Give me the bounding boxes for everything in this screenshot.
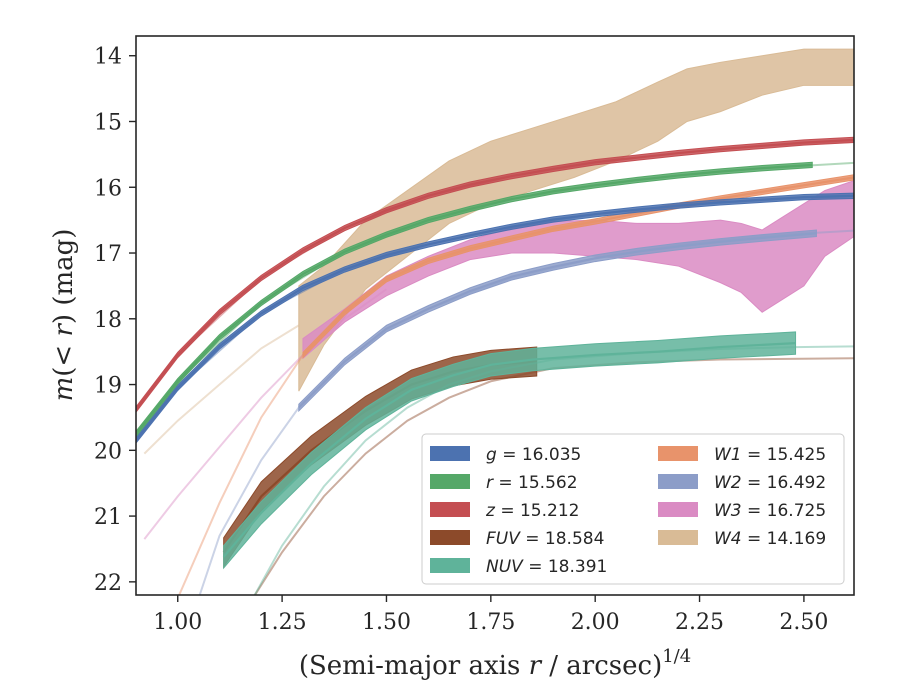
legend-swatch: [658, 530, 698, 545]
x-tick-label: 1.50: [362, 610, 411, 635]
profile-line-g: [136, 194, 854, 442]
profile-line-r: [136, 163, 813, 435]
y-tick-label: 22: [94, 571, 122, 596]
model-curve-w4: [143, 324, 300, 455]
y-axis-label: m(< r) (mag): [49, 229, 79, 402]
legend-label: W3 = 16.725: [714, 501, 826, 521]
legend-label: FUV = 18.584: [486, 529, 604, 549]
legend-label: z = 15.212: [485, 501, 579, 521]
plot-area: [136, 48, 854, 595]
x-axis-label: (Semi-major axis r / arcsec)1/4: [299, 646, 691, 681]
profile-line-nuv: [222, 342, 796, 558]
band-w1: [302, 174, 854, 359]
legend-item-r: r = 15.562: [430, 473, 578, 493]
series-g: [136, 192, 854, 444]
legend-item-nuv: NUV = 18.391: [430, 557, 607, 577]
y-tick-label: 15: [94, 110, 122, 135]
legend-item-g: g = 16.035: [430, 445, 581, 465]
profile-line-w1: [302, 176, 854, 356]
legend-swatch: [430, 502, 470, 517]
x-tick-label: 2.25: [675, 610, 724, 635]
legend-item-w2: W2 = 16.492: [658, 473, 826, 493]
y-tick-label: 14: [94, 45, 122, 70]
plot-frame: [135, 35, 855, 596]
legend-label: W4 = 14.169: [714, 529, 826, 549]
legend-item-fuv: FUV = 18.584: [430, 529, 604, 549]
series-w4: [143, 48, 854, 455]
legend-swatch: [658, 446, 698, 461]
legend: g = 16.035 r = 15.562 z = 15.212 FUV = 18.5…: [421, 433, 845, 585]
legend-label: NUV = 18.391: [486, 557, 607, 577]
x-tick-label: 1.25: [258, 610, 307, 635]
band-g: [136, 192, 854, 444]
y-tick-label: 19: [94, 374, 122, 399]
legend-item-w3: W3 = 16.725: [658, 501, 826, 521]
y-tick-label: 21: [94, 505, 122, 530]
series-r: [136, 161, 854, 438]
x-tick-label: 2.00: [571, 610, 620, 635]
legend-swatch: [430, 474, 470, 489]
band-w4: [298, 48, 854, 392]
legend-label: W2 = 16.492: [714, 473, 826, 493]
series-w2: [198, 229, 854, 595]
series-z: [136, 136, 854, 413]
y-tick-label: 20: [94, 439, 122, 464]
legend-item-z: z = 15.212: [430, 501, 579, 521]
y-tick-label: 17: [94, 242, 122, 267]
x-tick-label: 1.00: [153, 610, 202, 635]
profile-line-z: [136, 138, 854, 411]
y-tick-label: 18: [94, 308, 122, 333]
legend-label: r = 15.562: [486, 473, 578, 493]
legend-item-w1: W1 = 15.425: [658, 445, 826, 465]
band-nuv: [223, 331, 797, 570]
legend-swatch: [430, 446, 470, 461]
legend-label: W1 = 15.425: [714, 445, 826, 465]
legend-box: [421, 433, 845, 585]
legend-item-w4: W4 = 14.169: [658, 529, 826, 549]
band-z: [136, 136, 854, 413]
axis-ticks: 1.00 1.25 1.50 1.75 2.00 2.25 2.50 14 15 16 17 18 19…: [94, 45, 828, 635]
x-tick-label: 1.75: [466, 610, 515, 635]
legend-swatch: [430, 558, 470, 573]
legend-label: g = 16.035: [486, 445, 581, 465]
legend-swatch: [430, 530, 470, 545]
series-nuv: [222, 331, 854, 595]
legend-swatch: [658, 502, 698, 517]
y-tick-label: 16: [94, 176, 122, 201]
profile-line-w2: [298, 232, 817, 409]
legend-swatch: [658, 474, 698, 489]
band-r: [136, 161, 813, 438]
x-tick-label: 2.50: [779, 610, 828, 635]
